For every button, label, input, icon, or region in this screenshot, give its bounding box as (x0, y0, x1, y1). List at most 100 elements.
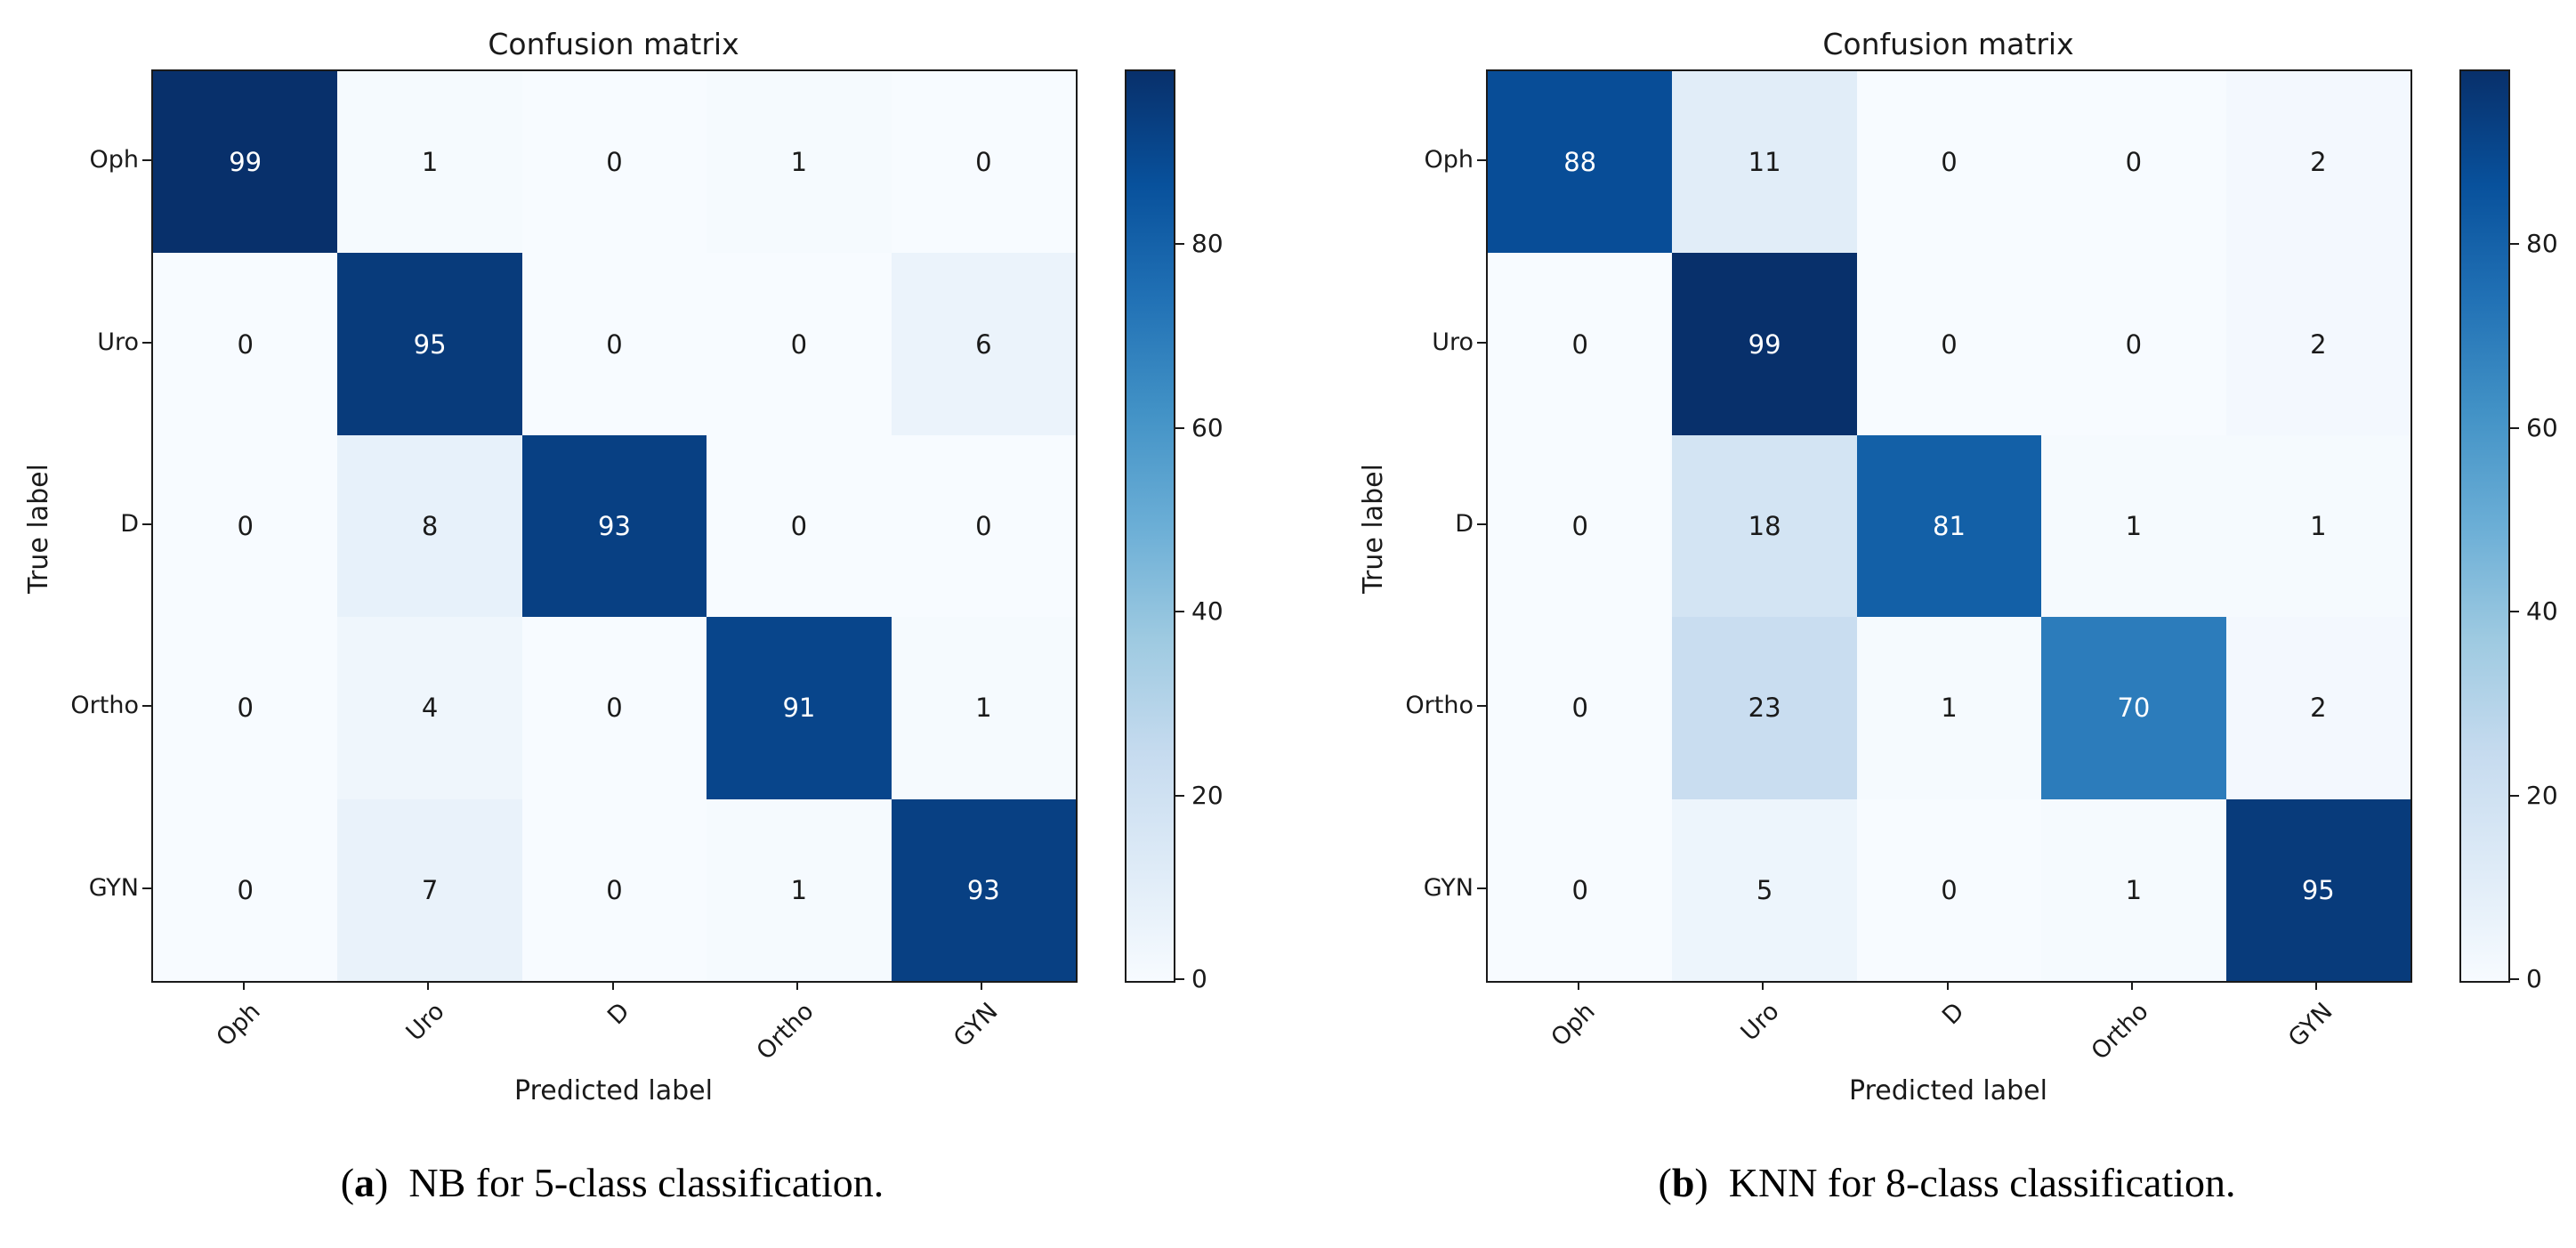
matrix-cell: 0 (2041, 253, 2226, 435)
matrix-cell: 91 (707, 617, 892, 799)
colorbar-tick-mark (1175, 426, 1184, 429)
matrix-cell: 0 (891, 434, 1076, 618)
x-tick-mark (1762, 981, 1764, 990)
y-tick-label: GYN (88, 873, 139, 902)
colorbar-tick-mark (2510, 426, 2519, 429)
x-tick-mark (2315, 981, 2318, 990)
matrix-cell: 99 (153, 71, 338, 254)
x-tick-mark (242, 981, 245, 990)
matrix-cell: 0 (2041, 71, 2226, 254)
colorbar-tick-label: 60 (1191, 412, 1223, 442)
matrix-cell: 1 (1856, 617, 2042, 799)
colorbar-tick-mark (2510, 611, 2519, 613)
plot-title: Confusion matrix (488, 27, 739, 61)
y-tick-mark (142, 159, 151, 162)
colorbar-tick-label: 40 (2526, 596, 2558, 627)
matrix-cell: 0 (707, 434, 892, 618)
colorbar (1125, 69, 1175, 983)
matrix-cell: 1 (2041, 798, 2226, 981)
matrix-cell: 88 (1488, 71, 1673, 254)
y-tick-mark (1477, 887, 1486, 889)
caption-letter: b (1671, 1160, 1695, 1205)
matrix-cell: 0 (153, 617, 338, 799)
y-tick-mark (142, 705, 151, 708)
x-tick-mark (427, 981, 430, 990)
y-tick-mark (1477, 523, 1486, 525)
colorbar-tick-mark (2510, 243, 2519, 246)
y-tick-label: Ortho (1405, 692, 1474, 720)
matrix-cell: 1 (2225, 434, 2410, 618)
y-tick-label: D (120, 510, 139, 538)
colorbar-tick-label: 20 (2526, 780, 2558, 810)
matrix-cell: 0 (521, 71, 707, 254)
matrix-cell: 1 (337, 71, 522, 254)
x-tick-mark (795, 981, 798, 990)
matrix-cell: 23 (1672, 617, 1857, 799)
y-tick-mark (142, 523, 151, 525)
colorbar-tick-mark (2510, 978, 2519, 980)
matrix-cell: 6 (891, 253, 1076, 435)
caption-close-paren: ) (375, 1160, 389, 1205)
y-tick-label: GYN (1423, 873, 1474, 902)
matrix-cell: 0 (1856, 253, 2042, 435)
matrix-cell: 70 (2041, 617, 2226, 799)
matrix-cell: 95 (2225, 798, 2410, 981)
x-axis-label: Predicted label (1849, 1075, 2047, 1106)
matrix-cell: 18 (1672, 434, 1857, 618)
confusion-matrix-plot-b: Confusion matrix True label 88 11 0 0 2 0 99 0 0… (1335, 0, 2576, 1248)
colorbar-tick-label: 0 (1191, 964, 1207, 993)
subfigure-caption-a: (a) NB for 5-class classification. (78, 1159, 1146, 1206)
matrix-cell: 4 (337, 617, 522, 799)
heatmap-grid: 88 11 0 0 2 0 99 0 0 2 0 18 81 1 1 0 23 1 70 2 0 5 0 1 95 (1486, 69, 2412, 983)
colorbar-tick-label: 20 (1191, 780, 1223, 810)
caption-letter: a (354, 1160, 375, 1205)
matrix-cell: 0 (1856, 798, 2042, 981)
caption-text: KNN for 8-class classification. (1728, 1160, 2236, 1205)
matrix-cell: 81 (1856, 434, 2042, 618)
x-tick-mark (1946, 981, 1949, 990)
matrix-cell: 7 (337, 798, 522, 981)
y-tick-label: Oph (89, 146, 139, 174)
colorbar-tick-mark (1175, 611, 1184, 613)
matrix-cell: 8 (337, 434, 522, 618)
colorbar-tick-label: 40 (1191, 596, 1223, 627)
y-tick-mark (142, 887, 151, 889)
matrix-cell: 0 (707, 253, 892, 435)
y-tick-label: Ortho (70, 692, 139, 720)
matrix-cell: 0 (1488, 617, 1673, 799)
y-tick-label: Uro (97, 328, 139, 356)
y-tick-mark (1477, 341, 1486, 344)
matrix-cell: 2 (2225, 71, 2410, 254)
x-tick-mark (981, 981, 983, 990)
colorbar-tick-mark (1175, 794, 1184, 797)
caption-close-paren: ) (1694, 1160, 1708, 1205)
matrix-cell: 1 (707, 798, 892, 981)
y-tick-label: Oph (1424, 146, 1474, 174)
matrix-cell: 5 (1672, 798, 1857, 981)
matrix-cell: 0 (153, 253, 338, 435)
y-tick-label: D (1455, 510, 1474, 538)
colorbar-tick-label: 0 (2526, 964, 2542, 993)
matrix-cell: 2 (2225, 253, 2410, 435)
colorbar-tick-label: 80 (1191, 229, 1223, 259)
y-tick-label: Uro (1432, 328, 1474, 356)
matrix-cell: 0 (1488, 798, 1673, 981)
y-tick-mark (1477, 705, 1486, 708)
matrix-cell: 93 (521, 434, 707, 618)
colorbar-tick-mark (2510, 794, 2519, 797)
matrix-cell: 0 (1488, 253, 1673, 435)
subfigure-caption-b: (b) KNN for 8-class classification. (1413, 1159, 2481, 1206)
matrix-cell: 1 (891, 617, 1076, 799)
colorbar-tick-mark (1175, 978, 1184, 980)
y-tick-mark (142, 341, 151, 344)
matrix-cell: 0 (891, 71, 1076, 254)
caption-text: NB for 5-class classification. (408, 1160, 884, 1205)
matrix-cell: 0 (153, 798, 338, 981)
matrix-cell: 0 (521, 798, 707, 981)
x-tick-mark (611, 981, 614, 990)
matrix-cell: 11 (1672, 71, 1857, 254)
colorbar-tick-label: 60 (2526, 412, 2558, 442)
caption-open-paren: ( (340, 1160, 355, 1205)
y-tick-mark (1477, 159, 1486, 162)
